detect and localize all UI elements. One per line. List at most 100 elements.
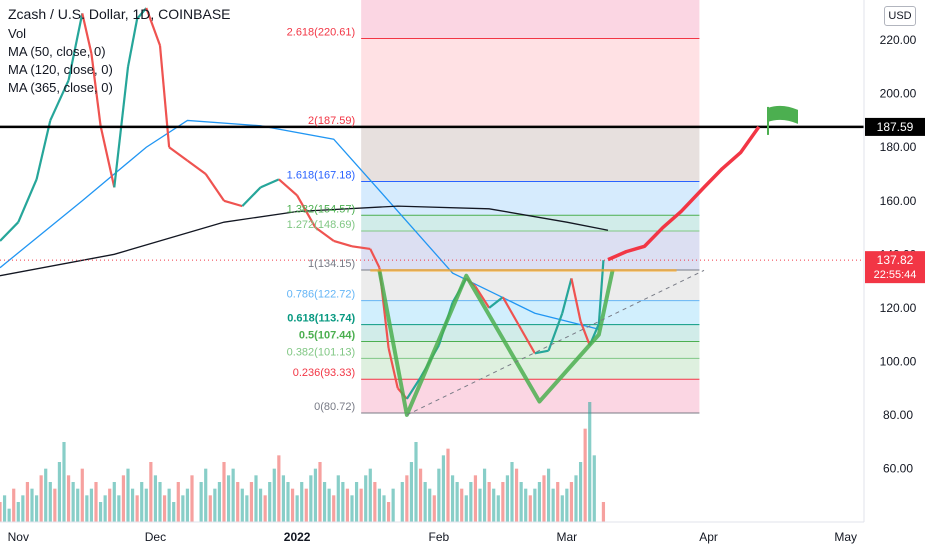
price-segment xyxy=(314,226,335,242)
volume-bar xyxy=(450,475,455,522)
volume-bar xyxy=(400,482,404,522)
volume-bar xyxy=(455,482,459,522)
fib-zone xyxy=(361,300,700,325)
time-tick: Dec xyxy=(145,530,166,544)
price-segment xyxy=(369,248,381,269)
time-tick: Feb xyxy=(429,530,450,544)
volume-bar xyxy=(505,475,510,522)
volume-bar xyxy=(560,495,564,522)
volume-bar xyxy=(121,475,126,522)
volume-bar xyxy=(103,495,107,522)
price-segment xyxy=(534,349,549,355)
volume-bar xyxy=(405,475,409,522)
fib-level-label: 0(80.72) xyxy=(314,401,355,413)
volume-bar xyxy=(25,482,30,522)
currency-button[interactable]: USD xyxy=(884,6,916,26)
resistance-tag xyxy=(865,117,925,136)
fib-zone xyxy=(361,0,700,39)
volume-bar xyxy=(7,508,11,522)
fib-zone xyxy=(361,341,700,359)
volume-bar xyxy=(510,462,514,522)
volume-bar xyxy=(140,482,144,522)
fib-level-label: 1.382(154.57) xyxy=(287,203,356,215)
drawings xyxy=(0,105,864,417)
volume-bar xyxy=(12,488,16,522)
volume-bar xyxy=(537,482,542,522)
price-segment xyxy=(333,239,353,248)
volume-bar xyxy=(295,495,299,522)
price-tick: 220.00 xyxy=(880,33,917,47)
volume-bar xyxy=(149,462,153,522)
time-tick: May xyxy=(834,530,857,544)
price-segment xyxy=(351,245,371,251)
ma-line xyxy=(0,119,600,330)
volume-bar xyxy=(551,488,555,522)
volume-bar xyxy=(386,502,391,522)
price-segment xyxy=(168,146,189,162)
volume-bar xyxy=(217,482,222,522)
volume-bar xyxy=(153,475,158,522)
volume-bar xyxy=(185,488,190,522)
volume-bar xyxy=(482,468,487,522)
countdown-label: 22:55:44 xyxy=(874,269,917,281)
time-axis: Nov Dec 2022 Feb Mar Apr May xyxy=(8,530,857,544)
volume-bar xyxy=(592,455,596,522)
volume-bar xyxy=(272,468,276,522)
price-segment xyxy=(488,296,504,309)
volume-bar xyxy=(418,468,423,522)
volume-bar xyxy=(354,482,359,522)
fib-level-label: 0.382(101.13) xyxy=(287,346,356,358)
volume-bar xyxy=(578,462,583,522)
volume-bar xyxy=(76,488,80,522)
time-tick: Nov xyxy=(8,530,29,544)
indicator-ma365[interactable]: MA (365, close, 0) xyxy=(8,80,113,95)
volume-bar xyxy=(542,475,546,522)
flag-icon xyxy=(768,105,798,124)
price-segment xyxy=(81,13,93,54)
volume-bar xyxy=(94,482,98,522)
volume-bar xyxy=(533,488,537,522)
volume-bar xyxy=(176,482,180,522)
volume-bar xyxy=(583,428,587,522)
volume-bar xyxy=(231,468,235,522)
volume-bar xyxy=(181,495,185,522)
volume-bar xyxy=(80,468,84,522)
volume-bar xyxy=(254,475,258,522)
volume-bar xyxy=(208,495,212,522)
chart-title: Zcash / U.S. Dollar, 1D, COINBASE xyxy=(8,6,231,22)
volume-bar xyxy=(446,448,450,522)
price-segment xyxy=(501,296,523,330)
volume-bar xyxy=(336,475,340,522)
fib-zone xyxy=(361,324,700,342)
volume-bar xyxy=(519,482,523,522)
volume-bar xyxy=(546,468,551,522)
volume-bar xyxy=(350,495,354,522)
volume-bar xyxy=(240,488,244,522)
price-segment xyxy=(67,13,84,81)
indicator-ma50[interactable]: MA (50, close, 0) xyxy=(8,44,106,59)
volume-bar xyxy=(345,488,350,522)
volume-bar xyxy=(368,468,372,522)
indicator-vol[interactable]: Vol xyxy=(8,26,27,41)
volume-bar xyxy=(464,495,468,522)
price-segment xyxy=(223,199,243,208)
volume-bar xyxy=(130,488,135,522)
fib-zone xyxy=(361,358,700,380)
fib-level-label: 0.618(113.74) xyxy=(287,313,355,325)
volume-bar xyxy=(565,488,569,522)
volume-bar xyxy=(414,442,418,522)
indicator-ma120[interactable]: MA (120, close, 0) xyxy=(8,62,113,77)
price-segment xyxy=(126,18,139,68)
volume-bar xyxy=(524,488,528,522)
volume-bar xyxy=(126,468,130,522)
volume-bar xyxy=(85,495,89,522)
volume-bar xyxy=(172,502,176,522)
volume-bar xyxy=(496,495,500,522)
volume-bar xyxy=(258,488,263,522)
price-segment xyxy=(99,125,116,188)
price-segment xyxy=(561,278,573,314)
volume-bar xyxy=(190,475,194,522)
volume-bar xyxy=(48,482,52,522)
